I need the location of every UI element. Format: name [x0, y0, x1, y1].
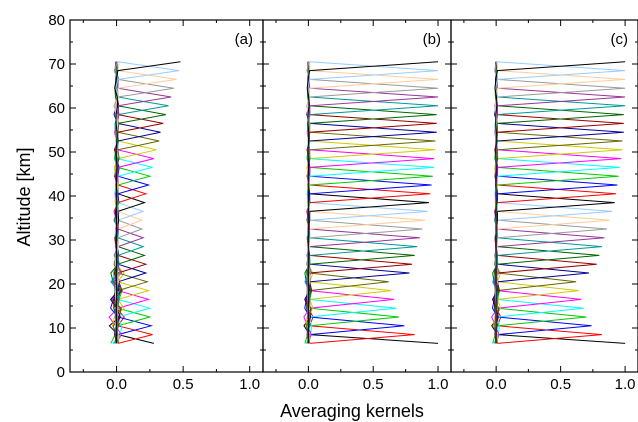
- kernel-line: [491, 61, 590, 344]
- kernel-line: [113, 61, 161, 344]
- y-axis-title: Altitude [km]: [14, 147, 34, 246]
- panels: 0.0 0.5 1.0 0 10 20 30 40 50 60 70 80 (a) 0.0 0.5 1.0 (b…: [48, 12, 638, 393]
- kernel-line: [304, 61, 397, 344]
- y-tick-label: 20: [48, 276, 65, 293]
- y-tick-label: 50: [48, 144, 65, 161]
- panel-label: (a): [235, 31, 253, 48]
- y-tick-label: 60: [48, 100, 65, 117]
- kernel-line: [306, 61, 439, 344]
- x-tick-label: 0.0: [486, 376, 507, 393]
- kernel-line: [493, 61, 597, 344]
- kernel-line: [304, 61, 400, 344]
- kernel-line: [305, 61, 415, 344]
- kernel-line: [492, 61, 592, 344]
- y-tick-label: 30: [48, 232, 65, 249]
- kernel-line: [494, 61, 626, 344]
- y-tick-label: 40: [48, 188, 65, 205]
- panel-3: 0.0 0.5 1.0 (c): [450, 19, 638, 393]
- kernel-lines: [108, 61, 181, 344]
- kernel-line: [304, 61, 410, 344]
- kernel-line: [492, 61, 602, 344]
- kernel-line: [491, 61, 582, 344]
- kernel-line: [114, 61, 160, 344]
- panel-1: 0.0 0.5 1.0 0 10 20 30 40 50 60 70 80 (a): [48, 12, 264, 393]
- kernel-line: [304, 61, 405, 344]
- kernel-line: [114, 61, 153, 344]
- panel-label: (c): [611, 31, 629, 48]
- panel-2: 0.0 0.5 1.0 (b): [262, 19, 452, 393]
- kernel-line: [114, 61, 181, 344]
- x-axis-title: Averaging kernels: [280, 401, 424, 421]
- kernel-lines: [303, 61, 439, 344]
- x-tick-label: 1.0: [428, 376, 449, 393]
- kernel-line: [303, 61, 395, 344]
- x-tick-label: 1.0: [239, 376, 260, 393]
- kernel-line: [491, 61, 584, 344]
- kernel-line: [492, 61, 600, 344]
- y-tick-label: 0: [57, 364, 65, 381]
- kernel-line: [304, 61, 415, 344]
- x-tick-label: 0.5: [363, 376, 384, 393]
- kernel-lines: [491, 61, 626, 344]
- x-tick-label: 0.5: [550, 376, 571, 393]
- y-tick-label: 70: [48, 56, 65, 73]
- x-tick-label: 0.0: [298, 376, 319, 393]
- x-tick-label: 0.0: [106, 376, 127, 393]
- y-tick-label: 80: [48, 12, 65, 29]
- x-tick-label: 1.0: [615, 376, 636, 393]
- kernel-line: [113, 61, 157, 344]
- panel-label: (b): [423, 31, 441, 48]
- plot-frame: [262, 19, 452, 373]
- kernel-line: [114, 61, 154, 344]
- kernel-line: [492, 61, 602, 344]
- y-tick-label: 10: [48, 320, 65, 337]
- plot-frame: [450, 19, 638, 373]
- kernel-line: [492, 61, 587, 344]
- x-tick-label: 0.5: [173, 376, 194, 393]
